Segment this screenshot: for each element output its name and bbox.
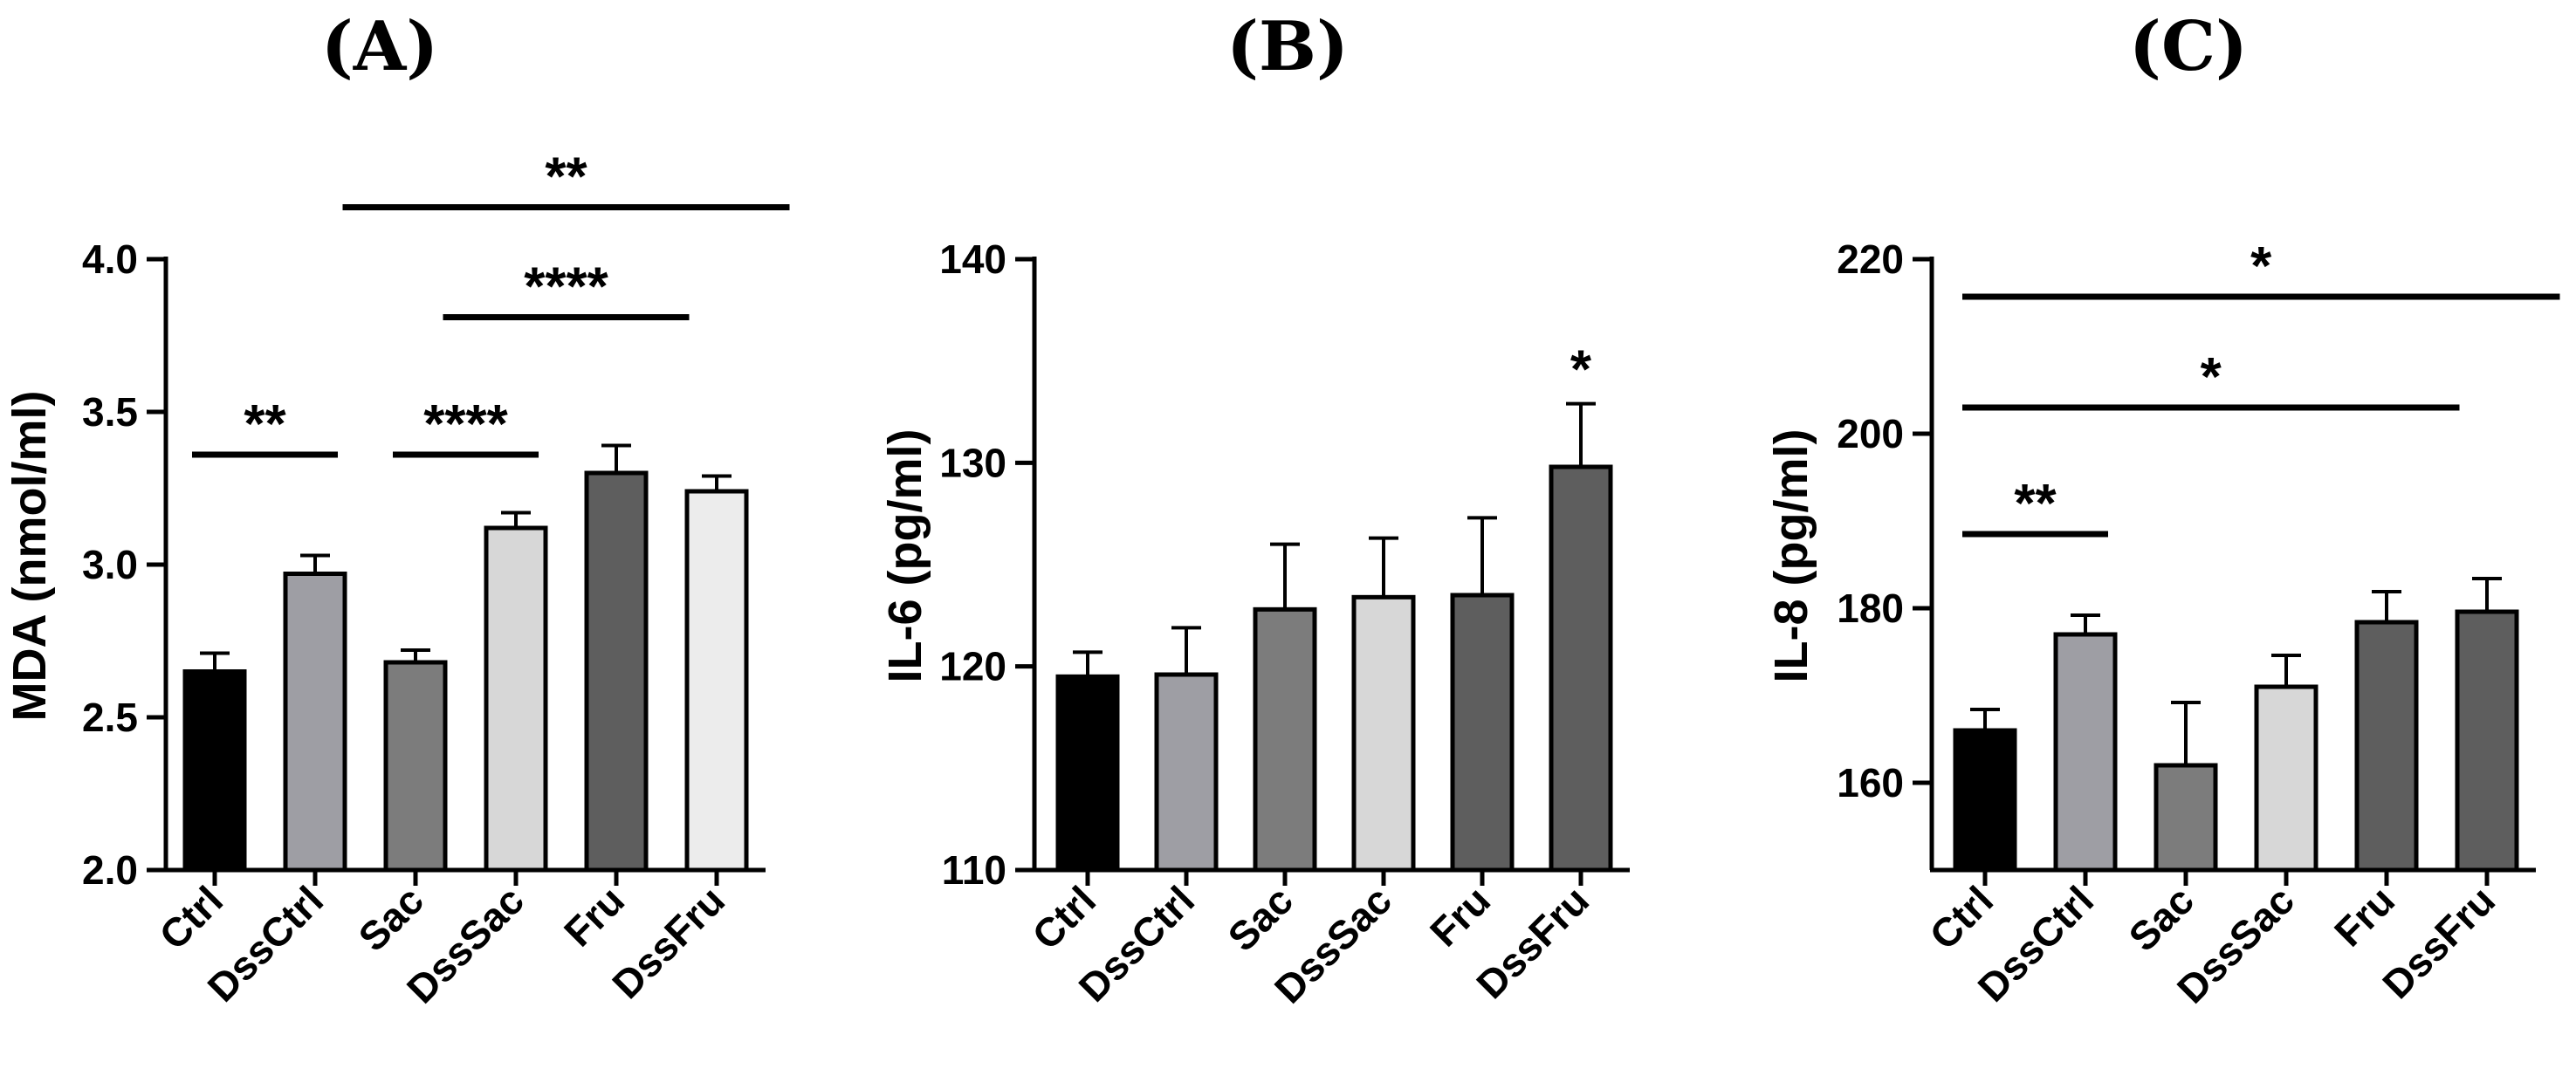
panel-a: (A) MDA (nmol/ml) 2.0 2.5 3.0 3.5 4.0 Ctrl Dss… <box>3 7 790 1012</box>
significance-label: **** <box>423 394 508 455</box>
bar-ctrl <box>1953 728 2017 873</box>
bar-ctrl <box>1055 674 1120 873</box>
significance-label: * <box>2201 347 2222 408</box>
bar-fru <box>584 470 649 873</box>
significance-label: ** <box>2014 474 2057 534</box>
y-tick-label: 2.0 <box>82 847 138 893</box>
panel-label-b: (B) <box>1226 7 1349 86</box>
bar-sac <box>383 660 448 873</box>
panel-label-c: (C) <box>2129 7 2248 86</box>
y-tick-label: 2.5 <box>82 695 138 740</box>
y-tick-label: 180 <box>1837 586 1904 631</box>
y-tick-label: 3.5 <box>82 389 138 435</box>
bar-dsssac <box>484 525 548 873</box>
y-tick-label: 110 <box>942 847 1006 893</box>
y-tick-label: 200 <box>1837 411 1904 456</box>
category-label-fru: Fru <box>555 877 633 955</box>
y-tick-label: 220 <box>1837 236 1904 282</box>
significance-label: ** <box>244 394 286 455</box>
bar-dsssac <box>1351 594 1416 873</box>
panel-c: (C) IL-8 (pg/ml) 160180200220CtrlDssCtrl… <box>1765 7 2560 1012</box>
bar-dssfru <box>684 489 749 873</box>
category-label-ctrl: Ctrl <box>1920 877 2002 958</box>
bar-sac <box>2154 763 2218 873</box>
y-tick-label: 130 <box>939 440 1006 485</box>
bar-fru <box>2354 620 2419 873</box>
y-tick-label: 160 <box>1837 760 1904 805</box>
bar-ctrl <box>182 669 247 873</box>
bar-dssfru <box>1549 464 1613 873</box>
bar-sac <box>1253 606 1317 873</box>
category-label-fru: Fru <box>2325 877 2403 955</box>
bar-dsssac <box>2254 684 2318 873</box>
panel-label-a: (A) <box>321 7 438 86</box>
category-label-fru: Fru <box>1421 877 1499 955</box>
y-tick-label: 140 <box>939 236 1006 282</box>
bar-dssfru <box>2455 609 2519 873</box>
panel-b: (B) IL-6 (pg/ml) 110120130140CtrlDssCtrl… <box>879 7 1630 1012</box>
bar-fru <box>1450 593 1515 873</box>
y-tick-label: 4.0 <box>82 236 138 282</box>
y-tick-label: 120 <box>939 644 1006 689</box>
bar-annotation-label: * <box>1570 340 1592 401</box>
category-label-ctrl: Ctrl <box>1023 877 1104 958</box>
y-axis-label-c: IL-8 (pg/ml) <box>1765 429 1817 683</box>
y-tick-label: 3.0 <box>82 542 138 587</box>
category-label-dssfru: DssFru <box>1467 877 1597 1007</box>
significance-label: * <box>2250 236 2272 297</box>
category-label-sac: Sac <box>1219 877 1302 960</box>
category-label-ctrl: Ctrl <box>150 877 231 958</box>
category-label-sac: Sac <box>349 877 432 960</box>
category-label-dssfru: DssFru <box>2373 877 2504 1007</box>
y-axis-label-b: IL-6 (pg/ml) <box>879 429 931 683</box>
significance-label: ** <box>545 147 587 208</box>
category-label-dssfru: DssFru <box>603 877 733 1007</box>
y-axis-label-a: MDA (nmol/ml) <box>3 391 56 722</box>
significance-label: **** <box>524 257 608 318</box>
bar-dssctrl <box>1154 672 1219 873</box>
category-label-sac: Sac <box>2119 877 2202 960</box>
bar-dssctrl <box>283 572 347 873</box>
bar-dssctrl <box>2053 632 2118 873</box>
